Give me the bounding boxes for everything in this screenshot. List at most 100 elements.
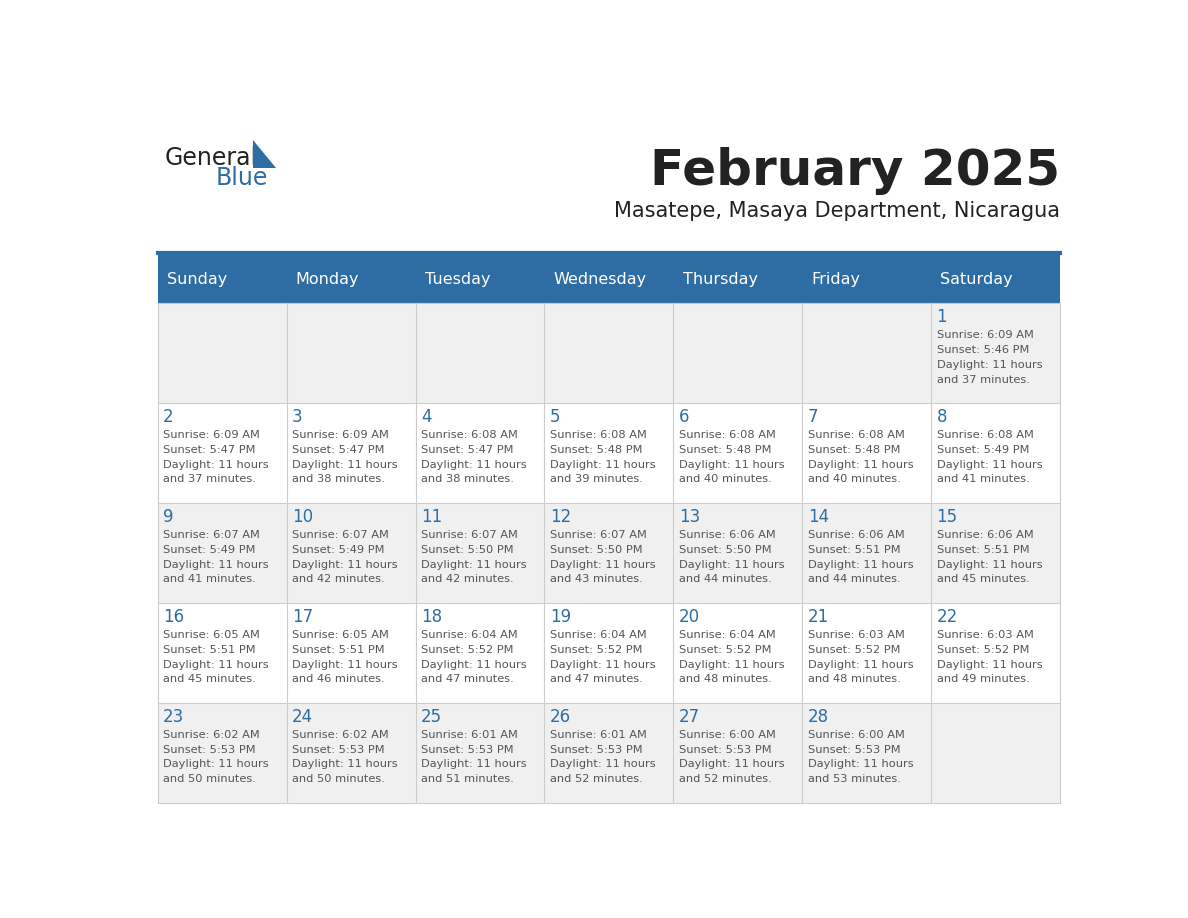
Bar — [544, 703, 674, 803]
Bar — [416, 503, 544, 603]
Text: Sunrise: 6:07 AM: Sunrise: 6:07 AM — [550, 530, 646, 540]
Text: Sunrise: 6:06 AM: Sunrise: 6:06 AM — [678, 530, 776, 540]
Bar — [416, 703, 544, 803]
Text: 6: 6 — [678, 408, 689, 426]
Bar — [544, 603, 674, 703]
Text: 28: 28 — [808, 708, 829, 726]
Text: and 51 minutes.: and 51 minutes. — [421, 774, 514, 784]
Bar — [544, 303, 674, 403]
Text: and 42 minutes.: and 42 minutes. — [421, 575, 513, 585]
Text: Sunrise: 6:04 AM: Sunrise: 6:04 AM — [678, 630, 776, 640]
Text: Daylight: 11 hours: Daylight: 11 hours — [163, 560, 268, 569]
Bar — [158, 255, 1060, 303]
Text: 22: 22 — [936, 608, 958, 626]
Text: 17: 17 — [292, 608, 314, 626]
Text: Sunrise: 6:08 AM: Sunrise: 6:08 AM — [550, 430, 646, 440]
Text: Sunset: 5:49 PM: Sunset: 5:49 PM — [292, 544, 385, 554]
Text: and 50 minutes.: and 50 minutes. — [163, 774, 257, 784]
Text: Wednesday: Wednesday — [554, 272, 646, 286]
Text: Daylight: 11 hours: Daylight: 11 hours — [678, 460, 784, 470]
Text: and 42 minutes.: and 42 minutes. — [292, 575, 385, 585]
Text: Sunset: 5:51 PM: Sunset: 5:51 PM — [808, 544, 901, 554]
Bar — [802, 503, 931, 603]
Text: Daylight: 11 hours: Daylight: 11 hours — [550, 659, 656, 669]
Bar — [286, 603, 416, 703]
Text: and 48 minutes.: and 48 minutes. — [808, 675, 901, 685]
Text: and 39 minutes.: and 39 minutes. — [550, 475, 643, 485]
Text: 2: 2 — [163, 408, 173, 426]
Bar — [674, 503, 802, 603]
Text: Sunrise: 6:09 AM: Sunrise: 6:09 AM — [163, 430, 260, 440]
Text: Daylight: 11 hours: Daylight: 11 hours — [678, 560, 784, 569]
Bar — [674, 703, 802, 803]
Bar — [674, 303, 802, 403]
Text: Daylight: 11 hours: Daylight: 11 hours — [936, 659, 1042, 669]
Bar — [931, 503, 1060, 603]
Text: 16: 16 — [163, 608, 184, 626]
Text: Sunset: 5:50 PM: Sunset: 5:50 PM — [678, 544, 771, 554]
Text: Sunset: 5:51 PM: Sunset: 5:51 PM — [292, 644, 385, 655]
Text: 18: 18 — [421, 608, 442, 626]
Text: and 44 minutes.: and 44 minutes. — [808, 575, 901, 585]
Bar — [416, 303, 544, 403]
Text: Sunrise: 6:02 AM: Sunrise: 6:02 AM — [163, 730, 260, 740]
Text: Daylight: 11 hours: Daylight: 11 hours — [808, 460, 914, 470]
Bar — [931, 603, 1060, 703]
Text: and 40 minutes.: and 40 minutes. — [808, 475, 901, 485]
Text: Tuesday: Tuesday — [425, 272, 491, 286]
Text: 3: 3 — [292, 408, 303, 426]
Bar — [416, 403, 544, 503]
Text: Sunrise: 6:05 AM: Sunrise: 6:05 AM — [163, 630, 260, 640]
Text: Sunrise: 6:08 AM: Sunrise: 6:08 AM — [421, 430, 518, 440]
Text: Sunset: 5:47 PM: Sunset: 5:47 PM — [421, 445, 513, 454]
Text: Sunset: 5:48 PM: Sunset: 5:48 PM — [808, 445, 901, 454]
Text: Sunset: 5:52 PM: Sunset: 5:52 PM — [678, 644, 771, 655]
Text: Daylight: 11 hours: Daylight: 11 hours — [421, 560, 526, 569]
Text: Sunset: 5:51 PM: Sunset: 5:51 PM — [163, 644, 255, 655]
Text: Sunset: 5:48 PM: Sunset: 5:48 PM — [550, 445, 643, 454]
Bar — [158, 303, 286, 403]
Text: Daylight: 11 hours: Daylight: 11 hours — [421, 659, 526, 669]
Bar — [931, 403, 1060, 503]
Polygon shape — [253, 140, 276, 168]
Text: Daylight: 11 hours: Daylight: 11 hours — [292, 560, 398, 569]
Text: 19: 19 — [550, 608, 571, 626]
Text: Sunrise: 6:05 AM: Sunrise: 6:05 AM — [292, 630, 388, 640]
Bar — [802, 703, 931, 803]
Text: 13: 13 — [678, 508, 700, 526]
Text: Sunset: 5:53 PM: Sunset: 5:53 PM — [808, 744, 901, 755]
Bar — [286, 703, 416, 803]
Text: and 38 minutes.: and 38 minutes. — [292, 475, 385, 485]
Text: 9: 9 — [163, 508, 173, 526]
Text: Sunset: 5:52 PM: Sunset: 5:52 PM — [550, 644, 643, 655]
Bar — [544, 403, 674, 503]
Text: Thursday: Thursday — [682, 272, 758, 286]
Text: Sunset: 5:47 PM: Sunset: 5:47 PM — [163, 445, 255, 454]
Text: Sunset: 5:48 PM: Sunset: 5:48 PM — [678, 445, 771, 454]
Text: 25: 25 — [421, 708, 442, 726]
Text: and 49 minutes.: and 49 minutes. — [936, 675, 1029, 685]
Text: Sunrise: 6:07 AM: Sunrise: 6:07 AM — [421, 530, 518, 540]
Text: Daylight: 11 hours: Daylight: 11 hours — [808, 759, 914, 769]
Text: and 47 minutes.: and 47 minutes. — [421, 675, 513, 685]
Text: Daylight: 11 hours: Daylight: 11 hours — [678, 759, 784, 769]
Text: and 46 minutes.: and 46 minutes. — [292, 675, 385, 685]
Text: and 41 minutes.: and 41 minutes. — [936, 475, 1029, 485]
Text: 26: 26 — [550, 708, 571, 726]
Text: Sunset: 5:53 PM: Sunset: 5:53 PM — [678, 744, 771, 755]
Bar — [286, 503, 416, 603]
Text: 8: 8 — [936, 408, 947, 426]
Bar — [286, 303, 416, 403]
Text: Monday: Monday — [296, 272, 359, 286]
Bar — [802, 303, 931, 403]
Text: Sunrise: 6:09 AM: Sunrise: 6:09 AM — [936, 330, 1034, 340]
Text: and 48 minutes.: and 48 minutes. — [678, 675, 771, 685]
Bar — [416, 603, 544, 703]
Text: Blue: Blue — [216, 166, 268, 190]
Text: 20: 20 — [678, 608, 700, 626]
Text: and 52 minutes.: and 52 minutes. — [550, 774, 643, 784]
Text: and 44 minutes.: and 44 minutes. — [678, 575, 771, 585]
Text: and 53 minutes.: and 53 minutes. — [808, 774, 901, 784]
Text: February 2025: February 2025 — [650, 147, 1060, 195]
Text: Daylight: 11 hours: Daylight: 11 hours — [550, 560, 656, 569]
